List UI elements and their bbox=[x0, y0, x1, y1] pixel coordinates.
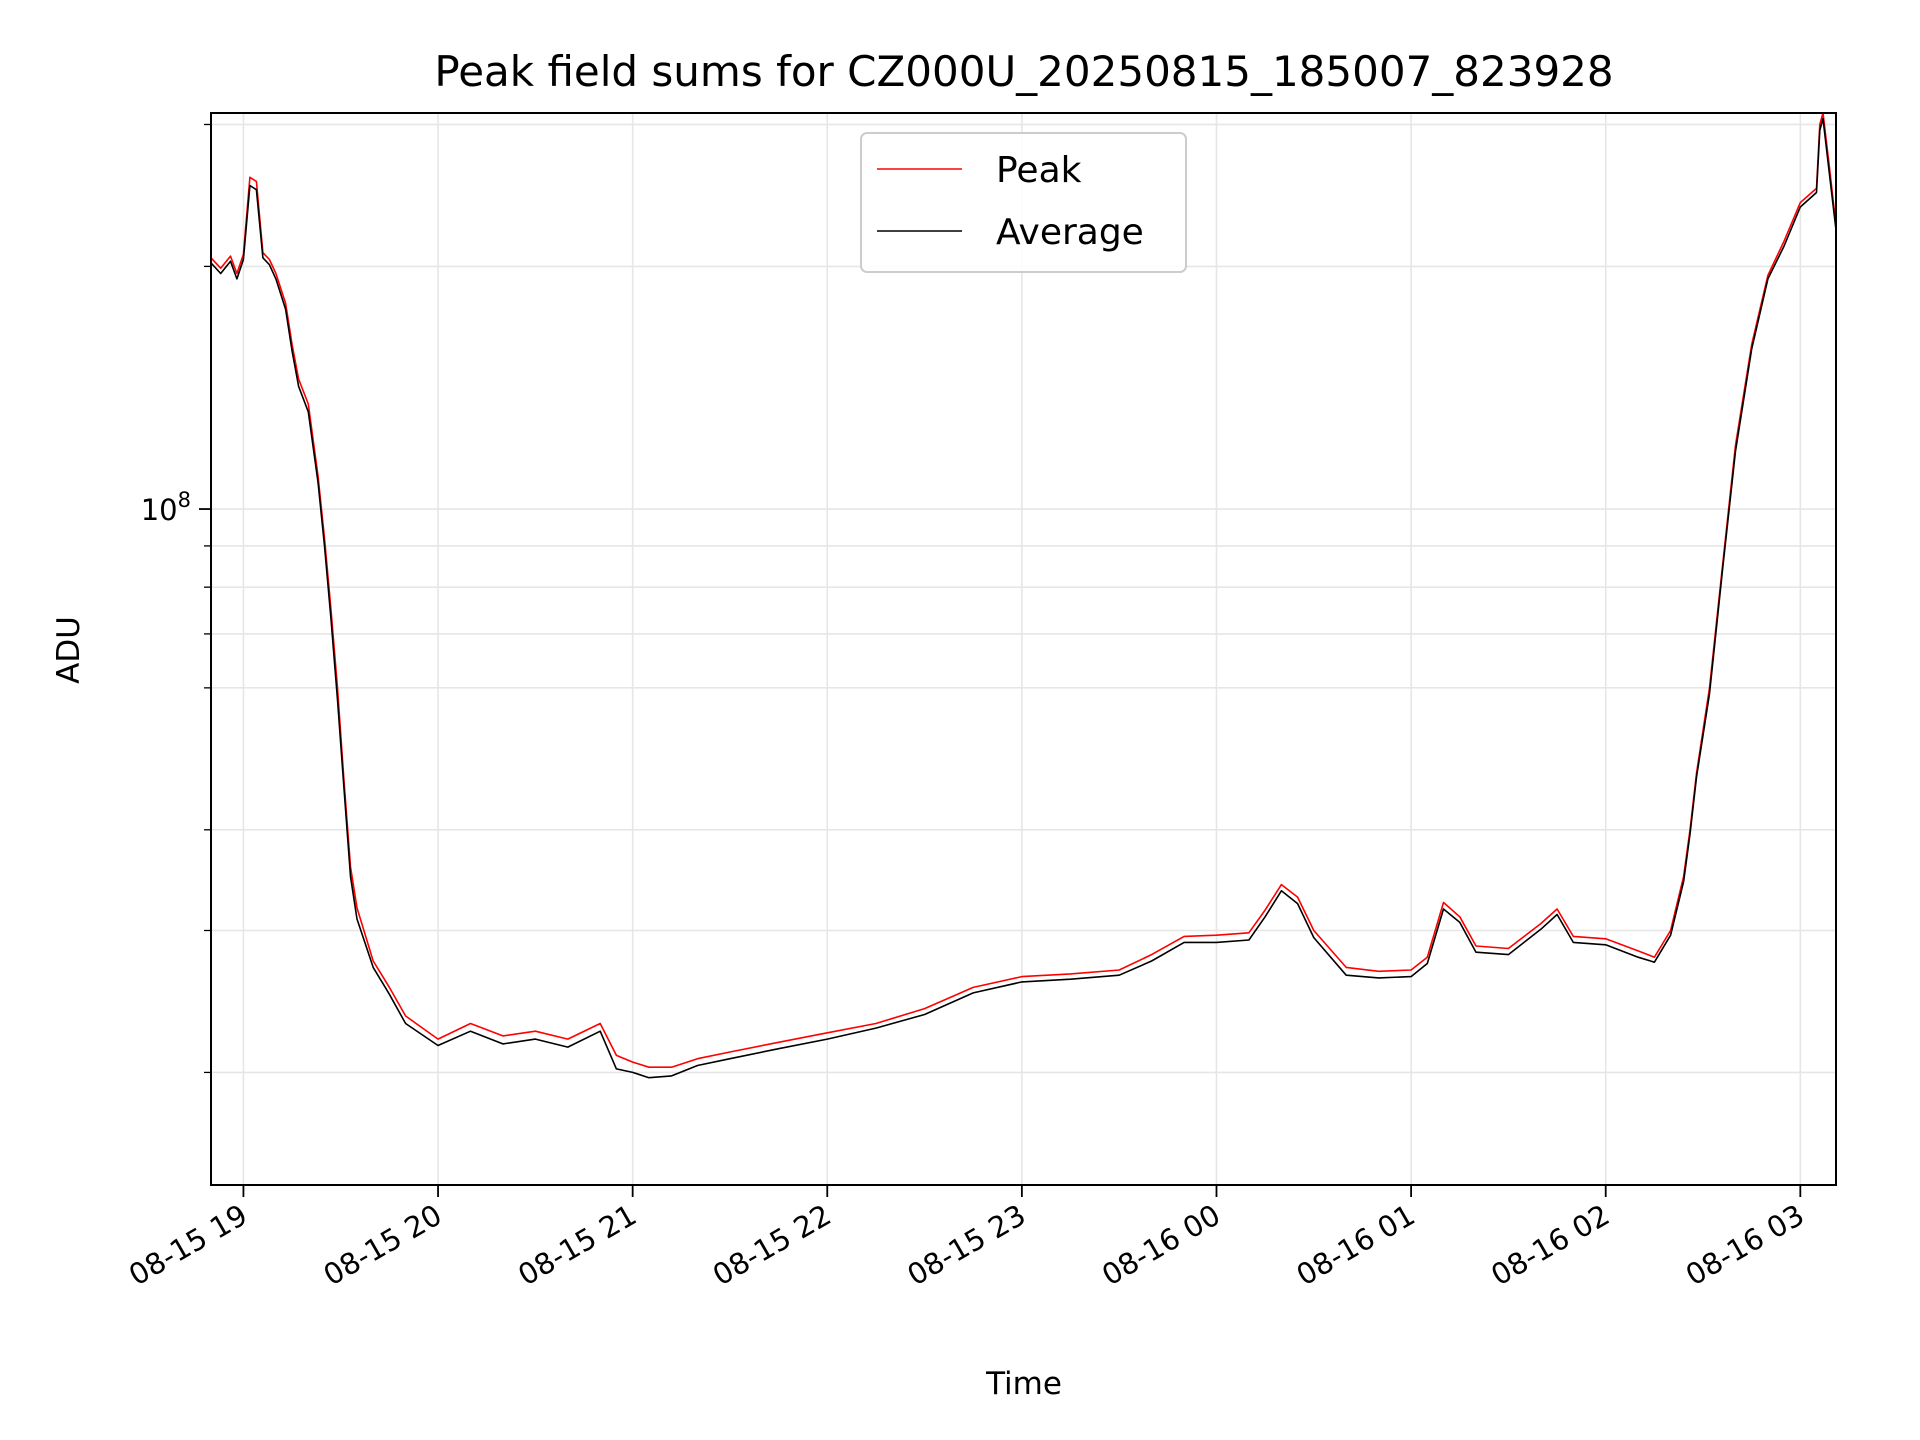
y-axis: 108 bbox=[141, 123, 211, 1074]
series-line-average bbox=[210, 117, 1837, 1079]
plot-frame bbox=[210, 112, 1837, 1186]
legend: Peak Average bbox=[860, 132, 1187, 273]
legend-label-peak: Peak bbox=[996, 150, 1082, 191]
chart-title: Peak field sums for CZ000U_20250815_1850… bbox=[434, 47, 1613, 96]
x-axis-label: Time bbox=[985, 1366, 1062, 1402]
legend-box bbox=[860, 132, 1187, 273]
series-group bbox=[210, 112, 1837, 1079]
y-axis-label: ADU bbox=[51, 616, 87, 684]
grid bbox=[211, 113, 1836, 1185]
y-tick-label: 108 bbox=[141, 488, 191, 527]
legend-label-average: Average bbox=[996, 212, 1144, 253]
